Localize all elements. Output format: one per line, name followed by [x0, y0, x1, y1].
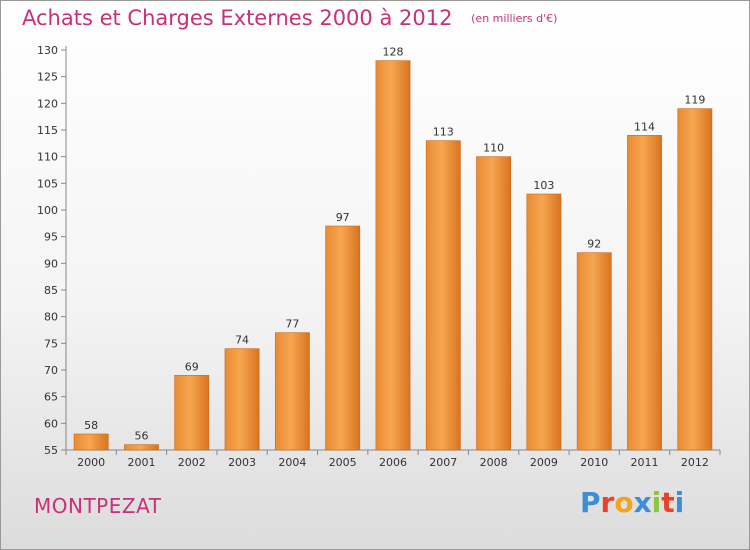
- x-tick-label-2007: 2007: [429, 456, 457, 469]
- y-tick-label: 75: [44, 337, 58, 350]
- proxiti-logo[interactable]: Proxiti: [580, 486, 685, 519]
- y-tick-label: 55: [44, 444, 58, 457]
- bar-2003: [224, 348, 260, 451]
- data-label-2003: 74: [235, 334, 249, 347]
- x-tick-label-2010: 2010: [580, 456, 608, 469]
- y-tick-label: 115: [37, 124, 58, 137]
- data-label-2001: 56: [134, 430, 148, 443]
- bar-2006: [375, 60, 411, 451]
- y-tick-label: 95: [44, 231, 58, 244]
- bar-2000: [73, 433, 109, 451]
- bar-2004: [274, 332, 310, 451]
- y-tick-label: 120: [37, 97, 58, 110]
- data-label-2010: 92: [587, 238, 601, 251]
- x-tick-label-2012: 2012: [681, 456, 709, 469]
- bars: 58 56 69 74 77 97 128 113 110 103 92 114 119: [73, 46, 713, 451]
- y-tick-label: 90: [44, 257, 58, 270]
- bar-2002: [174, 375, 210, 451]
- x-tick-label-2005: 2005: [329, 456, 357, 469]
- bar-2008: [476, 156, 512, 451]
- y-tick-label: 70: [44, 364, 58, 377]
- place-name: MONTPEZAT: [34, 494, 162, 518]
- bar-2011: [627, 135, 662, 451]
- data-label-2007: 113: [433, 126, 454, 139]
- x-tick-label-2004: 2004: [278, 456, 306, 469]
- data-label-2002: 69: [185, 360, 199, 373]
- y-tick-label: 130: [37, 44, 58, 57]
- data-label-2008: 110: [483, 142, 504, 155]
- y-tick-label: 60: [44, 417, 58, 430]
- bar-2009: [526, 193, 562, 451]
- x-tick-label-2002: 2002: [178, 456, 206, 469]
- x-tick-label-2009: 2009: [530, 456, 558, 469]
- y-tick-label: 125: [37, 71, 58, 84]
- chart-title: Achats et Charges Externes 2000 à 2012 (…: [22, 6, 557, 30]
- y-tick-label: 105: [37, 177, 58, 190]
- y-tick-label: 85: [44, 284, 58, 297]
- data-label-2004: 77: [285, 318, 299, 331]
- bar-2001: [124, 444, 159, 451]
- x-tick-label-2001: 2001: [127, 456, 155, 469]
- y-tick-label: 110: [37, 151, 58, 164]
- data-label-2005: 97: [336, 211, 350, 224]
- data-label-2011: 114: [634, 120, 655, 133]
- y-tick-label: 80: [44, 311, 58, 324]
- bar-2010: [576, 252, 612, 451]
- bar-2012: [677, 108, 713, 451]
- y-tick-label: 65: [44, 391, 58, 404]
- bar-2005: [325, 225, 361, 451]
- data-label-2012: 119: [684, 94, 705, 107]
- x-tick-label-2006: 2006: [379, 456, 407, 469]
- x-tick-label-2011: 2011: [631, 456, 659, 469]
- y-tick-label: 100: [37, 204, 58, 217]
- bar-2007: [425, 140, 461, 451]
- x-tick-label-2000: 2000: [77, 456, 105, 469]
- data-label-2006: 128: [383, 46, 404, 59]
- x-tick-label-2003: 2003: [228, 456, 256, 469]
- chart-title-text: Achats et Charges Externes 2000 à 2012: [22, 6, 453, 30]
- x-tick-label-2008: 2008: [480, 456, 508, 469]
- chart-unit: (en milliers d'€): [471, 12, 558, 25]
- data-label-2009: 103: [533, 179, 554, 192]
- data-label-2000: 58: [84, 419, 98, 432]
